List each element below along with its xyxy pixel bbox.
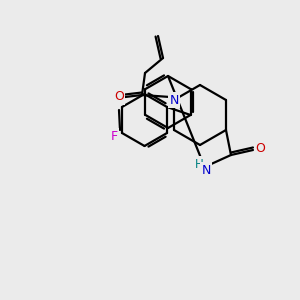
Text: H: H [195,158,203,170]
Text: O: O [255,142,265,155]
Text: F: F [110,130,118,142]
Text: N: N [201,164,211,176]
Text: N: N [169,94,179,106]
Text: O: O [114,91,124,103]
